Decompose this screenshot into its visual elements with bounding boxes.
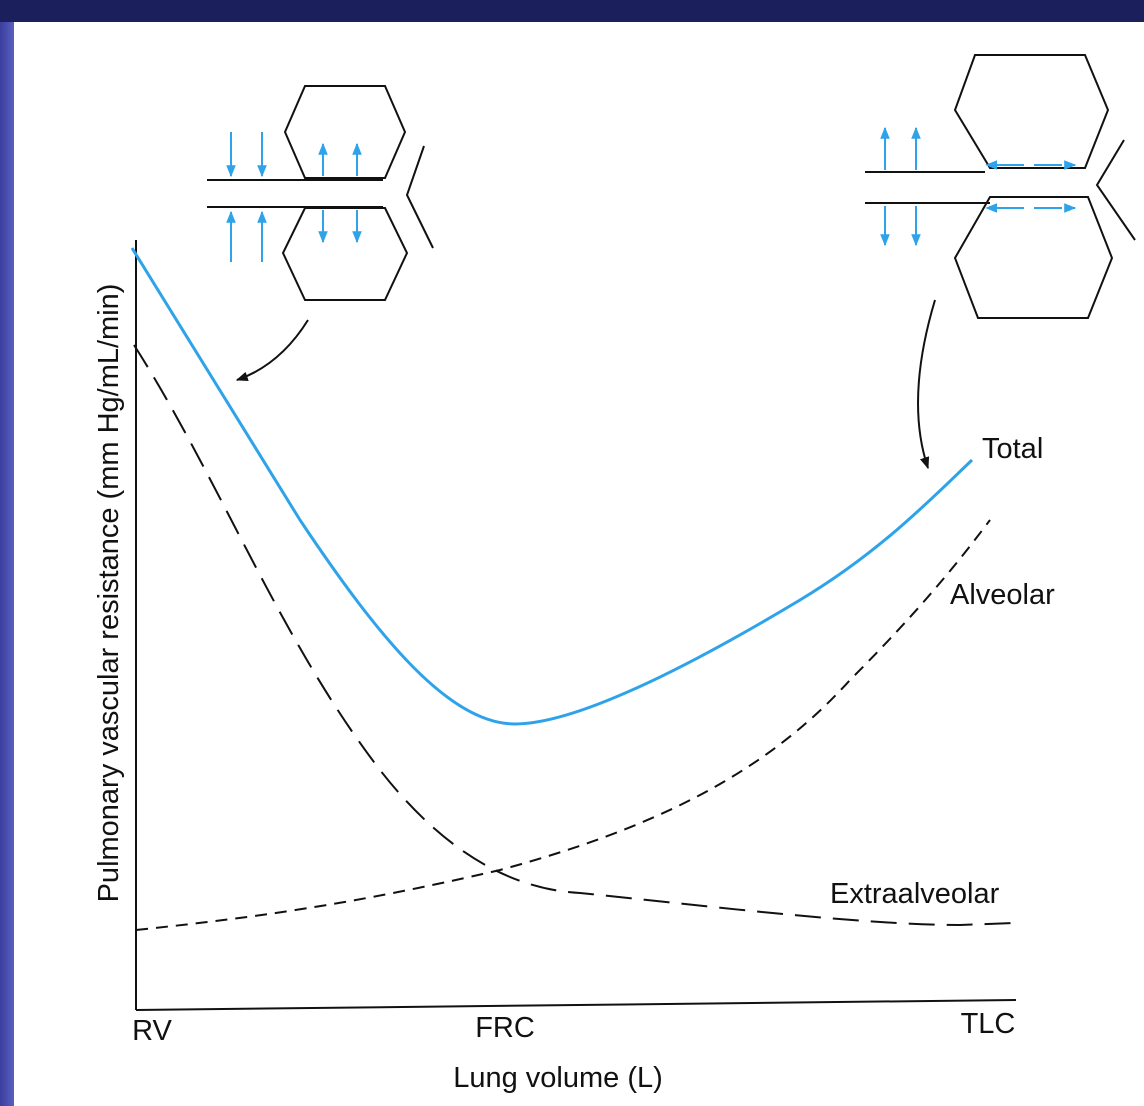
left-edge — [0, 22, 14, 1106]
curve-label: Alveolar — [950, 579, 1055, 611]
curve-label: Total — [982, 433, 1043, 465]
figure: RV FRC TLC Lung volume (L) Pulmonary vas… — [0, 0, 1144, 1106]
panel — [14, 22, 1144, 1106]
x-mark: TLC — [961, 1008, 1016, 1040]
curve-label: Extraalveolar — [830, 878, 1000, 910]
x-mark: FRC — [475, 1012, 535, 1044]
x-mark: RV — [132, 1015, 172, 1047]
x-label: Lung volume (L) — [453, 1062, 663, 1094]
y-label: Pulmonary vascular resistance (mm Hg/mL/… — [93, 284, 125, 903]
